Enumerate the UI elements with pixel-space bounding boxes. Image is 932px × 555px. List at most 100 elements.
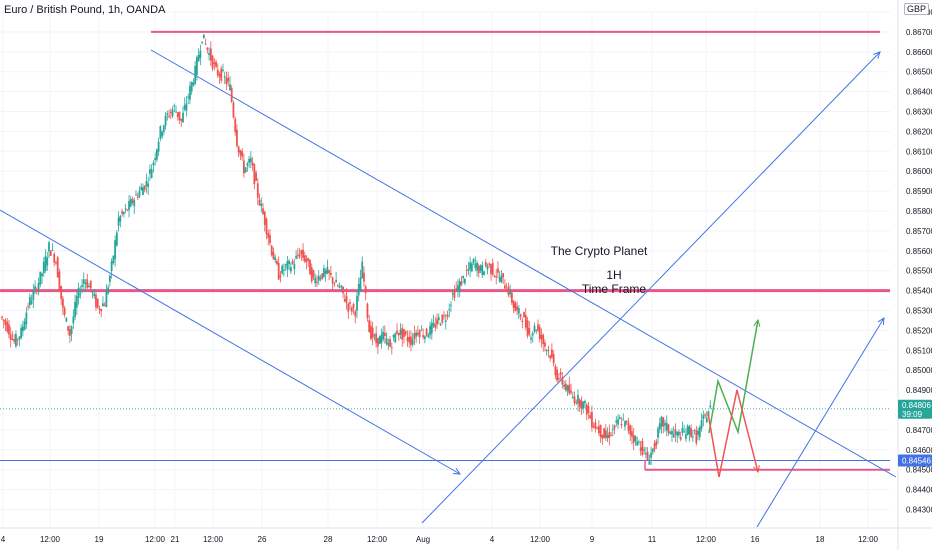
candle-body	[60, 285, 63, 300]
currency-badge[interactable]: GBP	[904, 3, 930, 15]
candle-body	[364, 286, 367, 294]
candle-body	[173, 105, 176, 107]
candle-body	[474, 263, 477, 268]
candle-body	[432, 322, 435, 326]
candle-body	[669, 432, 672, 434]
candle-body	[531, 333, 534, 336]
candle-body	[537, 324, 539, 331]
candle-body	[67, 326, 70, 331]
candle-body	[27, 306, 30, 308]
candle-body	[347, 303, 350, 312]
candle-body	[117, 217, 120, 226]
candle-body	[396, 330, 398, 334]
candle-body	[610, 435, 612, 437]
candle-body	[23, 321, 26, 330]
candle-body	[366, 303, 369, 318]
candle-body	[209, 48, 212, 61]
candle-body	[37, 282, 40, 290]
candle-body	[363, 272, 365, 282]
candle-body	[397, 332, 400, 336]
candle-body	[229, 84, 231, 91]
candle-body	[49, 250, 52, 256]
candle-body	[103, 305, 106, 307]
candle-body	[129, 199, 132, 207]
x-tick-label: 12:00	[696, 535, 717, 544]
candle-body	[370, 325, 372, 339]
candle-body	[439, 324, 442, 326]
candle-body	[554, 366, 557, 376]
candle-body	[140, 187, 143, 191]
candle-body	[176, 112, 179, 118]
candle-body	[248, 158, 251, 163]
candle-body	[312, 270, 315, 278]
candle-body	[166, 113, 169, 115]
candle-body	[239, 150, 242, 156]
candle-body	[667, 424, 670, 433]
candle-body	[490, 264, 492, 274]
candle-body	[333, 283, 336, 285]
candle-body	[552, 354, 555, 364]
candle-body	[394, 333, 397, 343]
candle-body	[521, 320, 524, 323]
candle-body	[296, 254, 299, 256]
candle-body	[684, 434, 687, 439]
candle-body	[693, 430, 696, 432]
uptrend-arrowhead-right	[877, 317, 885, 326]
candle-body	[190, 82, 193, 92]
candle-body	[30, 300, 33, 304]
candle-body	[495, 276, 498, 278]
candle-body	[25, 312, 28, 324]
timeframe-annotation-1: 1H	[606, 268, 621, 282]
candle-body	[225, 77, 228, 85]
candle-body	[422, 335, 425, 338]
candle-body	[371, 327, 374, 338]
candle-body	[96, 298, 99, 308]
candle-body	[460, 281, 463, 286]
candle-body	[608, 431, 611, 438]
bearish-projection	[707, 389, 759, 478]
candle-body	[408, 336, 411, 343]
candle-body	[403, 329, 405, 337]
candle-body	[321, 273, 324, 279]
candle-body	[470, 263, 473, 272]
candle-body	[86, 279, 89, 288]
candle-body	[568, 384, 571, 394]
candle-body	[380, 334, 383, 344]
candle-body	[281, 265, 284, 274]
candle-body	[220, 68, 223, 81]
candle-body	[481, 264, 484, 275]
candle-body	[149, 169, 151, 174]
candle-body	[168, 115, 170, 117]
candle-body	[650, 452, 652, 458]
x-tick-label: 12:00	[530, 535, 551, 544]
candle-body	[415, 332, 418, 337]
candle-body	[136, 196, 139, 198]
candle-body	[681, 428, 684, 433]
candle-body	[679, 437, 682, 440]
candle-body	[517, 308, 520, 314]
candle-body	[436, 319, 438, 325]
candle-body	[430, 323, 433, 334]
downtrend-line-lower	[0, 209, 461, 475]
candle-body	[114, 240, 117, 260]
candle-body	[310, 267, 313, 282]
candle-body	[194, 65, 197, 84]
candle-body	[578, 399, 581, 408]
candle-body	[223, 76, 226, 78]
candle-body	[20, 327, 23, 338]
candle-body	[2, 319, 5, 322]
candle-body	[695, 430, 698, 444]
candle-body	[279, 275, 282, 278]
candle-body	[72, 316, 75, 324]
x-tick-label: 26	[258, 535, 267, 544]
candle-body	[625, 420, 628, 423]
chart-title: Euro / British Pound, 1h, OANDA	[4, 4, 166, 16]
candles	[1, 34, 712, 465]
candle-body	[657, 428, 659, 438]
